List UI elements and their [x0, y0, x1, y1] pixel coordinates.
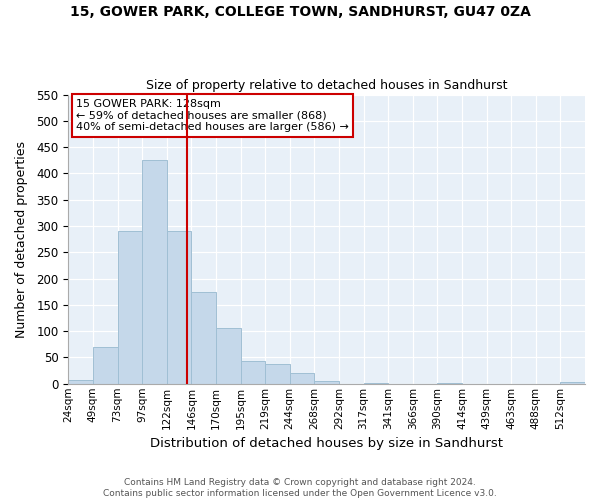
Text: Contains HM Land Registry data © Crown copyright and database right 2024.
Contai: Contains HM Land Registry data © Crown c… [103, 478, 497, 498]
Y-axis label: Number of detached properties: Number of detached properties [15, 140, 28, 338]
X-axis label: Distribution of detached houses by size in Sandhurst: Distribution of detached houses by size … [150, 437, 503, 450]
Bar [364, 382, 388, 384]
Bar [93, 347, 118, 384]
Bar [68, 380, 93, 384]
Bar [142, 160, 167, 384]
Bar [216, 328, 241, 384]
Bar [560, 382, 585, 384]
Bar [314, 380, 339, 384]
Title: Size of property relative to detached houses in Sandhurst: Size of property relative to detached ho… [146, 79, 508, 92]
Bar [290, 373, 314, 384]
Bar [191, 292, 216, 384]
Bar [265, 364, 290, 384]
Bar [118, 232, 142, 384]
Text: 15 GOWER PARK: 128sqm
← 59% of detached houses are smaller (868)
40% of semi-det: 15 GOWER PARK: 128sqm ← 59% of detached … [76, 99, 349, 132]
Bar [241, 361, 265, 384]
Bar [167, 232, 191, 384]
Text: 15, GOWER PARK, COLLEGE TOWN, SANDHURST, GU47 0ZA: 15, GOWER PARK, COLLEGE TOWN, SANDHURST,… [70, 5, 530, 19]
Bar [437, 382, 462, 384]
